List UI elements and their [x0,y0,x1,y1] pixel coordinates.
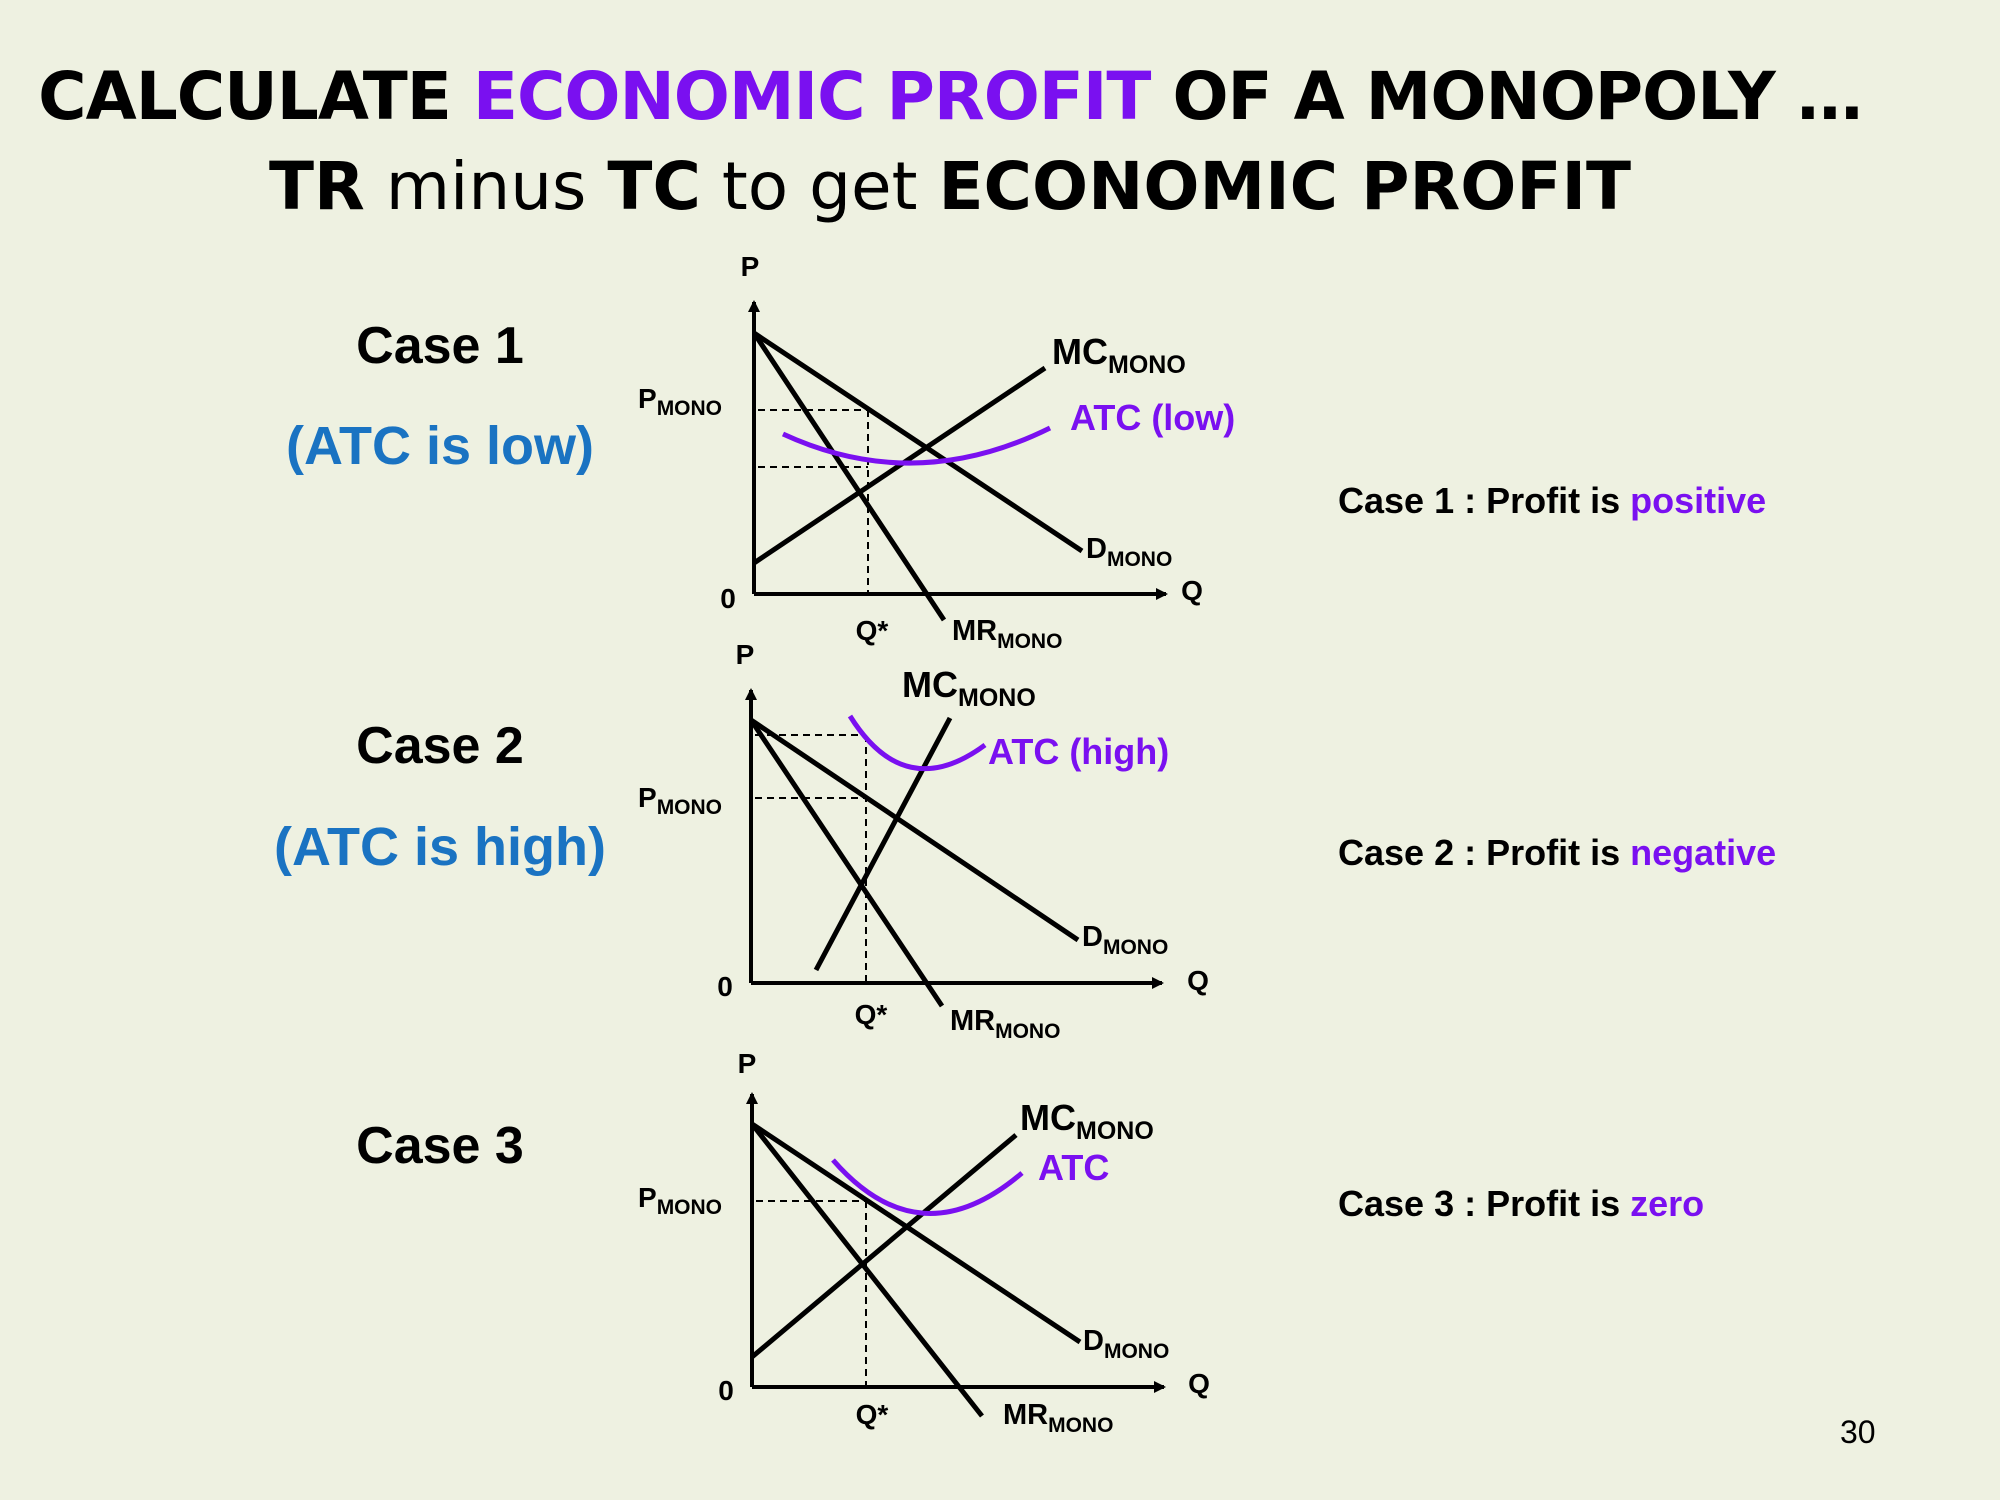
marginal-cost-curve [750,1133,1018,1359]
atc-curve [781,425,1052,466]
case-3-label: Case 3 [356,1117,524,1175]
subtitle-tc: TC [607,148,701,225]
title-text-part1: CALCULATE [38,58,473,135]
case-1-sublabel: (ATC is low) [286,416,594,476]
marginal-revenue-curve [751,331,947,622]
demand-label: DMONO [1083,1325,1169,1363]
q-axis-label: Q [1187,965,1209,996]
graph-case-2: P Q 0 Q* PMONO MCMONO ATC (high) DMONO M… [638,639,1209,1043]
atc-curve [831,1158,1024,1216]
subtitle-toget: to get [700,148,939,225]
subtitle-tr: TR [268,148,365,225]
q-axis-label: Q [1188,1368,1210,1399]
slide-title: CALCULATE ECONOMIC PROFIT OF A MONOPOLY … [0,58,1900,135]
p-mono-label: PMONO [638,1182,722,1219]
demand-curve [750,1121,1082,1345]
case-2-result-value: negative [1630,832,1777,873]
mc-label: MCMONO [1052,331,1186,379]
demand-label: DMONO [1082,921,1168,959]
p-mono-label: PMONO [638,782,722,819]
demand-curve [749,717,1080,943]
case-3-result: Case 3 : Profit is zero [1338,1183,1705,1224]
case-1-result-value: positive [1630,480,1767,521]
page-number: 30 [1840,1414,1876,1450]
graph-case-1: P Q 0 Q* PMONO MCMONO ATC (low) DMONO MR… [638,251,1235,653]
q-axis-label: Q [1181,575,1203,606]
marginal-revenue-curve [748,718,945,1008]
marginal-cost-curve [813,716,953,972]
p-mono-label: PMONO [638,383,722,420]
mc-label: MCMONO [1020,1097,1154,1145]
slide-subtitle: TR minus TC to get ECONOMIC PROFIT [0,148,1900,225]
case-2-sublabel: (ATC is high) [274,817,606,877]
atc-label: ATC (low) [1070,397,1235,438]
marginal-cost-curve [752,365,1047,566]
q-star-label: Q* [855,999,888,1030]
title-text-part2: OF A MONOPOLY … [1150,58,1862,135]
q-star-label: Q* [856,615,889,646]
q-star-label: Q* [856,1399,889,1430]
p-axis-label: P [736,639,755,670]
case-2-label: Case 2 [356,717,524,775]
mc-label: MCMONO [902,664,1036,712]
mr-label: MRMONO [1003,1399,1113,1437]
subtitle-profit: ECONOMIC PROFIT [938,148,1632,225]
atc-curve [847,714,987,772]
mr-label: MRMONO [952,615,1062,653]
mr-label: MRMONO [950,1005,1060,1043]
case-2-result: Case 2 : Profit is negative [1338,832,1777,873]
p-axis-label: P [738,1048,757,1079]
p-axis-label: P [741,251,760,282]
title-accent: ECONOMIC PROFIT [472,58,1152,135]
atc-label: ATC [1038,1147,1109,1188]
case-1-result: Case 1 : Profit is positive [1338,480,1767,521]
graph-case-3: P Q 0 Q* PMONO MCMONO ATC DMONO MRMONO [638,1048,1210,1437]
marginal-revenue-curve [750,1122,984,1418]
demand-curve [752,330,1084,554]
case-3-result-value: zero [1630,1183,1705,1224]
case-1-label: Case 1 [356,317,524,375]
subtitle-minus: minus [364,148,608,225]
demand-label: DMONO [1086,533,1172,571]
origin-label: 0 [717,971,733,1002]
origin-label: 0 [720,583,736,614]
atc-label: ATC (high) [988,731,1169,772]
origin-label: 0 [718,1375,734,1406]
